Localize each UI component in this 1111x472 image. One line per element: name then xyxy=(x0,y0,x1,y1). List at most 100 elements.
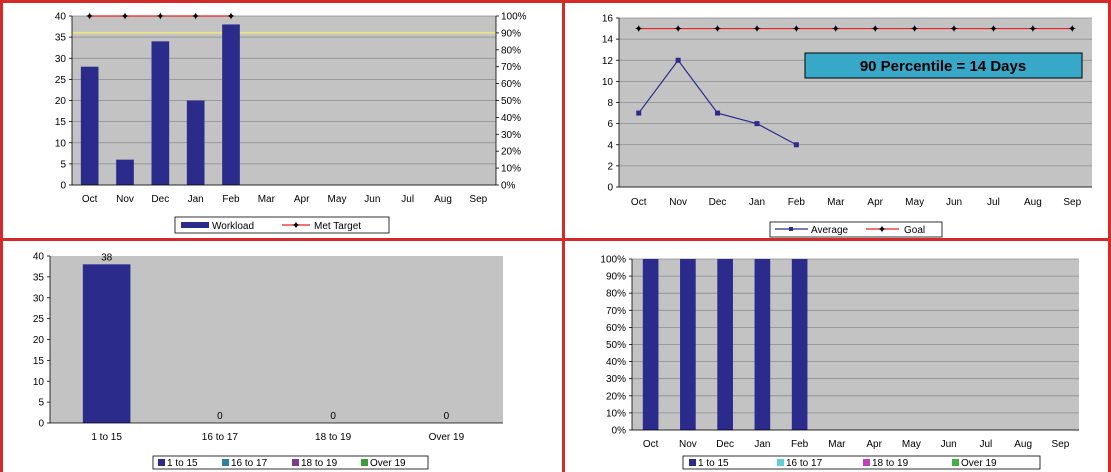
percent-x-tick-label: Feb xyxy=(791,439,809,450)
workload-x-tick-label: Jan xyxy=(188,194,204,205)
buckets-x-tick-label: 16 to 17 xyxy=(202,432,239,443)
workload-legend-swatch xyxy=(181,222,209,228)
percent-y-tick-label: 40% xyxy=(606,357,626,368)
percentile-annotation: 90 Percentile = 14 Days xyxy=(804,52,1083,79)
average-legend-box xyxy=(769,221,943,238)
buckets-legend: 1 to 15 16 to 17 18 to 19 Over 19 xyxy=(152,455,429,470)
workload-y-tick-label: 35 xyxy=(55,33,67,44)
divider-right xyxy=(1108,0,1111,472)
workload-legend-label: Workload xyxy=(212,221,254,232)
buckets-y-tick-label: 10 xyxy=(33,377,45,388)
percent-legend: 1 to 15 16 to 17 18 to 19 Over 19 xyxy=(682,455,1041,470)
bucket-legend-label-3: 18 to 19 xyxy=(301,458,338,469)
goal-point: ✦ xyxy=(910,24,919,36)
goal-legend-marker: ✦ xyxy=(877,224,886,236)
pct-legend-swatch-4 xyxy=(952,459,959,466)
met-target-point: ✦ xyxy=(120,11,129,23)
percent-x-tick-label: Aug xyxy=(1014,439,1032,450)
average-x-tick-label: Nov xyxy=(669,197,687,208)
workload-y2-axis: 0% 10% 20% 30% 40% 50% 60% 70% 80% 90% 100% xyxy=(495,12,527,192)
bucket-legend-label-1: 1 to 15 xyxy=(167,458,198,469)
divider-vertical xyxy=(562,0,565,472)
percent-x-tick-label: Jan xyxy=(754,439,770,450)
percent-bar xyxy=(754,259,771,430)
buckets-data-labels: 38 0 0 0 xyxy=(101,252,450,422)
average-point xyxy=(636,110,642,116)
average-x-tick-label: Dec xyxy=(709,197,727,208)
percent-x-axis: Oct Nov Dec Jan Feb Mar Apr May Jun Jul Aug Sep xyxy=(632,429,1079,450)
workload-chart: ✦ ✦ ✦ ✦ ✦ 0 5 10 15 20 25 30 35 40 0% 10% 20% 30% 40% 50%… xyxy=(55,11,527,234)
bucket-legend-swatch-3 xyxy=(292,459,299,466)
average-line xyxy=(636,57,799,148)
percent-x-tick-label: Jul xyxy=(979,439,992,450)
workload-y2-tick-label: 10% xyxy=(501,164,521,175)
workload-y2-tick-label: 80% xyxy=(501,45,521,56)
workload-x-tick-label: Nov xyxy=(116,194,134,205)
workload-y2-tick-label: 50% xyxy=(501,96,521,107)
met-target-legend-marker: ✦ xyxy=(291,220,300,232)
pct-legend-swatch-3 xyxy=(863,459,870,466)
average-point xyxy=(675,57,681,63)
percent-bars xyxy=(642,259,808,430)
average-legend-label: Average xyxy=(811,225,849,236)
bucket-legend-swatch-1 xyxy=(158,459,165,466)
bucket-bar xyxy=(82,264,131,423)
workload-bar xyxy=(80,66,99,185)
average-point xyxy=(793,142,799,148)
bucket-data-label: 0 xyxy=(217,411,223,422)
average-x-tick-label: Jan xyxy=(749,197,765,208)
buckets-y-tick-label: 5 xyxy=(38,398,44,409)
workload-y2-tick-label: 20% xyxy=(501,147,521,158)
percent-x-tick-label: Nov xyxy=(679,439,697,450)
workload-y2-tick-label: 40% xyxy=(501,113,521,124)
buckets-y-tick-label: 30 xyxy=(33,293,45,304)
goal-point: ✦ xyxy=(634,24,643,36)
workload-y-tick-label: 5 xyxy=(60,159,66,170)
workload-x-tick-label: Dec xyxy=(151,194,169,205)
average-chart: ✦ ✦ ✦ ✦ ✦ ✦ ✦ ✦ ✦ ✦ ✦ ✦ 0 2 4 6 8 10 12 14 16 Oct Nov Dec Jan F… xyxy=(602,14,1092,238)
workload-bar xyxy=(222,24,240,186)
workload-x-tick-label: Jul xyxy=(401,194,414,205)
percentile-annotation-text: 90 Percentile = 14 Days xyxy=(860,58,1026,75)
percent-bar xyxy=(680,259,696,430)
bucket-legend-label-4: Over 19 xyxy=(370,458,406,469)
met-target-point: ✦ xyxy=(85,11,94,23)
percent-y-tick-label: 0% xyxy=(612,426,627,437)
workload-y2-tick-label: 60% xyxy=(501,79,521,90)
percent-y-tick-label: 50% xyxy=(606,340,626,351)
percent-legend-box xyxy=(682,455,1041,470)
goal-point: ✦ xyxy=(792,24,801,36)
goal-point: ✦ xyxy=(989,24,998,36)
workload-x-tick-label: May xyxy=(328,194,347,205)
percent-y-axis: 0% 10% 20% 30% 40% 50% 60% 70% 80% 90% 100% xyxy=(600,255,633,437)
buckets-x-tick-label: 1 to 15 xyxy=(91,432,122,443)
pct-legend-swatch-1 xyxy=(689,459,696,466)
buckets-y-axis: 0 5 10 15 20 25 30 35 40 xyxy=(33,252,51,430)
average-x-tick-label: Oct xyxy=(631,197,647,208)
average-point xyxy=(715,110,721,116)
average-y-axis: 0 2 4 6 8 10 12 14 16 xyxy=(602,14,620,194)
divider-horizontal xyxy=(0,238,1111,241)
buckets-legend-box xyxy=(152,455,429,470)
percent-y-tick-label: 90% xyxy=(606,272,626,283)
pct-legend-label-1: 1 to 15 xyxy=(698,458,729,469)
workload-bars xyxy=(80,24,240,186)
average-y-tick-label: 14 xyxy=(602,35,614,46)
goal-point: ✦ xyxy=(831,24,840,36)
percent-x-tick-label: Apr xyxy=(866,439,882,450)
average-x-tick-label: Jul xyxy=(987,197,1000,208)
divider-top xyxy=(0,0,1111,3)
percent-x-tick-label: Sep xyxy=(1051,439,1069,450)
percent-bar xyxy=(791,259,808,430)
percent-y-tick-label: 80% xyxy=(606,289,626,300)
workload-y-tick-label: 40 xyxy=(55,12,67,23)
average-y-tick-label: 8 xyxy=(607,98,613,109)
percent-x-tick-label: Mar xyxy=(828,439,846,450)
pct-legend-label-3: 18 to 19 xyxy=(872,458,909,469)
goal-point: ✦ xyxy=(752,24,761,36)
percent-y-tick-label: 10% xyxy=(606,408,626,419)
percent-x-tick-label: Oct xyxy=(643,439,659,450)
goal-line: ✦ ✦ ✦ ✦ ✦ ✦ ✦ ✦ ✦ ✦ ✦ ✦ xyxy=(634,24,1077,36)
workload-x-tick-label: Oct xyxy=(82,194,98,205)
percent-bar xyxy=(717,259,733,430)
